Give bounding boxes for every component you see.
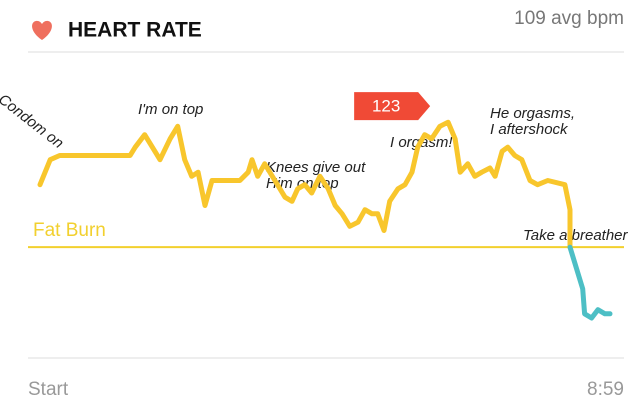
annotation: Condom on xyxy=(0,91,67,152)
heart-rate-line xyxy=(37,119,573,250)
annotation: He orgasms, xyxy=(490,105,575,122)
annotation: I aftershock xyxy=(490,121,569,138)
x-tick-label: Start xyxy=(28,379,69,400)
annotation: Take a breather xyxy=(523,227,629,244)
peak-callout: 123 xyxy=(354,92,431,121)
card-title: HEART RATE xyxy=(68,19,202,42)
heart-rate-line xyxy=(567,244,613,321)
heart-icon xyxy=(32,20,52,40)
avg-bpm: 109 avg bpm xyxy=(514,8,624,29)
callout-shape xyxy=(354,92,431,121)
annotation: I'm on top xyxy=(138,101,203,118)
peak-value: 123 xyxy=(372,97,400,116)
fat-burn-label: Fat Burn xyxy=(33,220,106,241)
annotation: Knees give out xyxy=(266,159,366,176)
x-tick-label: 8:59 xyxy=(587,379,624,400)
